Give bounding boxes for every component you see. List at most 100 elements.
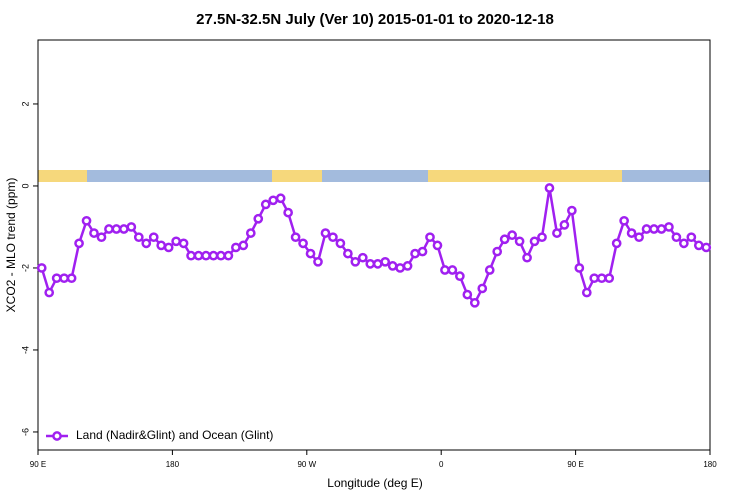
point [298,238,308,249]
legend-marker [52,431,62,441]
y-axis-label: XCO2 - MLO trend (ppm) [4,178,18,313]
point [596,273,607,284]
point [126,222,137,232]
point [656,224,667,234]
point [283,207,293,218]
point [36,263,47,273]
point [432,240,443,251]
point [253,213,264,224]
point [260,199,271,210]
point [552,228,562,238]
point [380,256,391,267]
point [171,236,181,247]
point [469,297,480,308]
point [96,232,107,243]
point [44,287,55,298]
point [701,242,712,253]
point [290,232,301,243]
point [335,238,346,249]
point [671,232,682,243]
series-line [40,187,707,305]
point [559,220,570,230]
x-tick-label: 180 [166,460,180,469]
point [178,238,189,249]
y-tick-label: -2 [20,264,30,272]
point [507,230,517,241]
point [328,232,338,243]
x-tick-label: 0 [439,460,444,469]
land-ocean-strip [38,170,710,182]
point [410,248,420,259]
x-tick-label: 90 W [297,460,316,469]
point [51,273,62,284]
point [619,215,629,226]
point [141,238,152,249]
point [313,256,323,267]
point [275,193,286,204]
point [59,273,69,284]
point [529,236,540,247]
land-strip [38,170,87,182]
point [544,183,555,193]
point [343,248,353,259]
point [686,232,697,243]
point [268,195,279,206]
y-tick-label: 2 [20,101,30,106]
land-strip [428,170,622,182]
point [484,265,495,275]
point [514,236,525,247]
point [589,273,600,284]
point [163,242,174,253]
point [387,261,398,271]
point [238,240,249,251]
point [417,246,428,257]
point [537,232,547,243]
point [89,228,99,238]
point [611,238,622,249]
point [492,246,503,257]
point [156,240,167,251]
x-tick-label: 90 E [567,460,583,469]
point [66,273,77,284]
point [395,263,405,273]
x-tick-label: 90 E [30,460,46,469]
point [133,232,144,243]
point [119,224,129,234]
y-tick-label: -4 [20,346,30,354]
point [574,263,585,273]
point [201,250,211,261]
chart-title: 27.5N-32.5N July (Ver 10) 2015-01-01 to … [196,11,554,28]
point [357,252,368,263]
point [245,228,256,238]
x-tick-label: 180 [703,460,717,469]
y-tick-label: -6 [20,428,30,436]
point [522,252,532,263]
point [440,265,450,275]
point [111,224,122,234]
point [641,224,652,234]
point [581,287,592,298]
point [477,283,488,294]
point [186,250,196,261]
point [693,240,704,251]
point [208,250,219,261]
point [365,259,376,269]
point [148,232,159,243]
point [216,250,226,261]
point [231,242,241,253]
point [74,238,84,249]
point [81,215,92,226]
point [567,205,577,216]
point [626,228,637,238]
x-axis-label: Longitude (deg E) [327,476,422,490]
point [320,228,331,238]
point [447,265,458,275]
point [372,259,383,269]
point [649,224,659,234]
point [455,271,465,282]
point [664,222,674,232]
plot-frame [37,39,711,451]
legend-label: Land (Nadir&Glint) and Ocean (Glint) [76,428,273,442]
point [634,232,644,243]
point [499,234,510,245]
